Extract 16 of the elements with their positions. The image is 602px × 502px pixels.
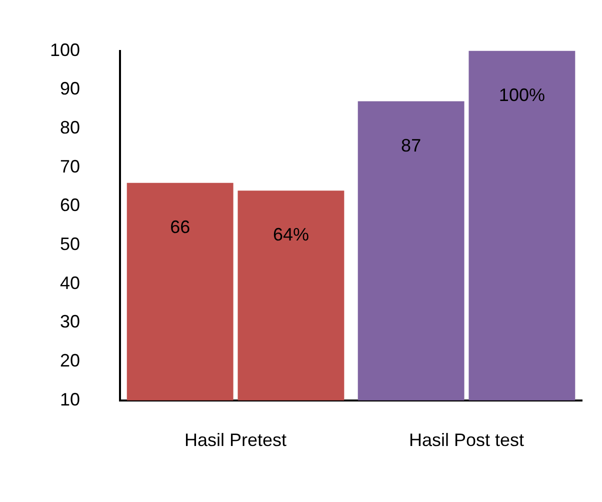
data-label: 66 [170,216,190,237]
data-label: 64% [272,224,309,245]
y-tick-label: 50 [60,234,80,254]
data-label: 100% [498,84,545,105]
y-tick-label: 100 [50,40,80,60]
data-label: 87 [401,135,422,156]
y-tick-label: 20 [60,350,80,371]
y-tick-label: 60 [60,195,80,216]
y-tick-label: 80 [60,117,80,138]
x-tick-label: Hasil Post test [408,430,524,450]
y-tick-label: 10 [60,389,80,410]
y-tick-label: 40 [60,272,80,293]
y-tick-label: 70 [60,156,80,176]
x-tick-label: Hasil Pretest [184,430,287,450]
y-tick-label: 30 [60,312,80,332]
y-tick-label: 90 [60,78,80,99]
